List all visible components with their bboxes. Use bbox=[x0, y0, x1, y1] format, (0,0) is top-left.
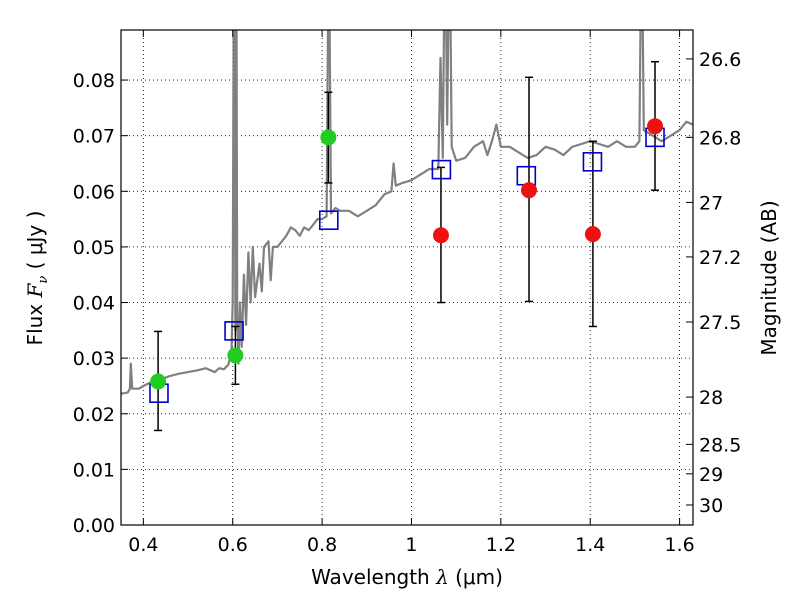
photometry-point bbox=[584, 226, 601, 243]
y-tick-label: 0.05 bbox=[73, 237, 115, 259]
y-tick-label: 0.00 bbox=[73, 515, 115, 537]
plot-frame bbox=[120, 29, 694, 526]
photometry-point bbox=[150, 373, 167, 390]
photometry-point bbox=[647, 118, 664, 135]
photometry-point bbox=[227, 347, 244, 364]
photometry-point bbox=[432, 227, 449, 244]
y-axis-title: Flux Fν ( μJy ) bbox=[23, 211, 51, 346]
y2-axis-title: Magnitude (AB) bbox=[757, 200, 781, 355]
y-tick-label: 0.02 bbox=[73, 404, 115, 426]
x-tick-label: 0.6 bbox=[218, 534, 248, 556]
y2-tick-label: 27.5 bbox=[699, 312, 741, 334]
data-markers bbox=[149, 118, 665, 403]
axis-ticks: 0.4 0.6 0.8 1 1.2 1.4 1.6 0.00 0.01 0.02 0.03 0.04 0… bbox=[73, 30, 741, 556]
x-tick-label: 0.4 bbox=[128, 534, 158, 556]
y2-tick-label: 30 bbox=[699, 495, 723, 517]
y-tick-label: 0.07 bbox=[73, 126, 115, 148]
y2-tick-label: 28 bbox=[699, 387, 723, 409]
y2-tick-label: 28.5 bbox=[699, 434, 741, 456]
grid-lines bbox=[121, 30, 693, 526]
x-axis-title: Wavelength λ (μm) bbox=[311, 565, 503, 589]
x-tick-label: 0.8 bbox=[307, 534, 337, 556]
y-tick-label: 0.06 bbox=[73, 181, 115, 203]
y2-tick-label: 26.6 bbox=[699, 49, 741, 71]
y2-tick-label: 29 bbox=[699, 464, 723, 486]
y2-tick-label: 27 bbox=[699, 192, 723, 214]
model-square-marker bbox=[318, 210, 339, 231]
model-square-marker bbox=[431, 159, 452, 180]
x-tick-label: 1.2 bbox=[486, 534, 516, 556]
x-tick-label: 1 bbox=[405, 534, 417, 556]
y2-tick-label: 27.2 bbox=[699, 247, 741, 269]
y2-tick-label: 26.8 bbox=[699, 127, 741, 149]
model-square-marker bbox=[582, 152, 603, 172]
spectrum-line bbox=[121, 30, 693, 395]
photometry-point bbox=[520, 182, 537, 199]
y-tick-label: 0.04 bbox=[73, 293, 115, 315]
plot-area bbox=[121, 30, 693, 395]
x-tick-label: 1.4 bbox=[575, 534, 605, 556]
y-tick-label: 0.01 bbox=[73, 459, 115, 481]
error-bars bbox=[154, 60, 660, 432]
y-tick-label: 0.03 bbox=[73, 348, 115, 370]
y-tick-label: 0.08 bbox=[73, 70, 115, 92]
model-square-marker bbox=[224, 321, 244, 341]
photometry-point bbox=[320, 129, 337, 146]
model-square-marker bbox=[516, 165, 537, 186]
x-tick-label: 1.6 bbox=[664, 534, 694, 556]
